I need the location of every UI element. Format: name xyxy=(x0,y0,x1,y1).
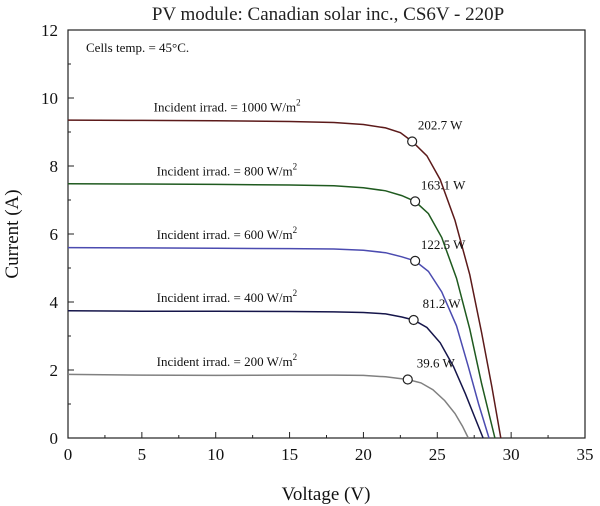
irradiance-label-exponent: 2 xyxy=(293,162,298,172)
series-line xyxy=(67,246,490,439)
y-tick-label: 10 xyxy=(41,89,58,108)
series-line xyxy=(67,119,502,439)
chart-title: PV module: Canadian solar inc., CS6V - 2… xyxy=(152,4,504,25)
series-line xyxy=(67,373,469,439)
max-power-label: 122.5 W xyxy=(421,237,466,252)
y-axis-title: Current (A) xyxy=(2,189,23,278)
irradiance-label-text: Incident irrad. = 800 W/m xyxy=(157,164,293,179)
irradiance-label-text: Incident irrad. = 600 W/m xyxy=(157,227,293,242)
irradiance-label: Incident irrad. = 800 W/m2 xyxy=(157,162,297,179)
x-tick-label: 20 xyxy=(355,445,372,464)
x-axis-title: Voltage (V) xyxy=(282,484,371,505)
irradiance-label-exponent: 2 xyxy=(296,98,301,108)
cells-temp-note: Cells temp. = 45°C. xyxy=(86,40,189,55)
y-tick-label: 2 xyxy=(50,361,59,380)
max-power-point-marker xyxy=(408,314,419,326)
max-power-point-marker xyxy=(402,374,413,385)
max-power-label: 163.1 W xyxy=(421,177,466,192)
x-tick-label: 0 xyxy=(64,445,73,464)
x-tick-label: 15 xyxy=(281,445,298,464)
max-power-point-marker xyxy=(410,196,421,207)
max-power-label: 81.2 W xyxy=(423,296,462,311)
y-tick-label: 8 xyxy=(50,157,59,176)
axis-ticks: 0 5 10 15 20 25 30 35 0 2 4 6 8 10 12 xyxy=(41,21,594,464)
y-tick-label: 6 xyxy=(50,225,59,244)
irradiance-label: Incident irrad. = 400 W/m2 xyxy=(157,288,297,305)
series-group xyxy=(67,119,502,439)
x-tick-label: 10 xyxy=(207,445,224,464)
irradiance-label: Incident irrad. = 200 W/m2 xyxy=(157,352,297,369)
plot-frame xyxy=(67,29,586,439)
max-power-point-marker xyxy=(407,136,418,147)
y-tick-label: 12 xyxy=(41,21,58,40)
y-tick-label: 4 xyxy=(50,293,59,312)
irradiance-label-text: Incident irrad. = 400 W/m xyxy=(157,290,293,305)
max-power-label: 39.6 W xyxy=(417,356,456,371)
irradiance-label-text: Incident irrad. = 1000 W/m xyxy=(154,100,296,115)
irradiance-label-exponent: 2 xyxy=(293,288,298,298)
y-tick-label: 0 xyxy=(50,429,59,448)
x-tick-label: 5 xyxy=(138,445,147,464)
irradiance-label: Incident irrad. = 600 W/m2 xyxy=(157,225,297,242)
series-line xyxy=(67,310,484,439)
x-tick-label: 35 xyxy=(577,445,594,464)
irradiance-label-exponent: 2 xyxy=(293,225,298,235)
x-tick-label: 25 xyxy=(429,445,446,464)
max-power-label: 202.7 W xyxy=(418,118,463,133)
irradiance-label-exponent: 2 xyxy=(293,352,298,362)
irradiance-label: Incident irrad. = 1000 W/m2 xyxy=(154,98,301,115)
series-line xyxy=(67,182,496,439)
irradiance-label-text: Incident irrad. = 200 W/m xyxy=(157,354,293,369)
max-power-point-marker xyxy=(410,255,421,266)
x-tick-label: 30 xyxy=(503,445,520,464)
